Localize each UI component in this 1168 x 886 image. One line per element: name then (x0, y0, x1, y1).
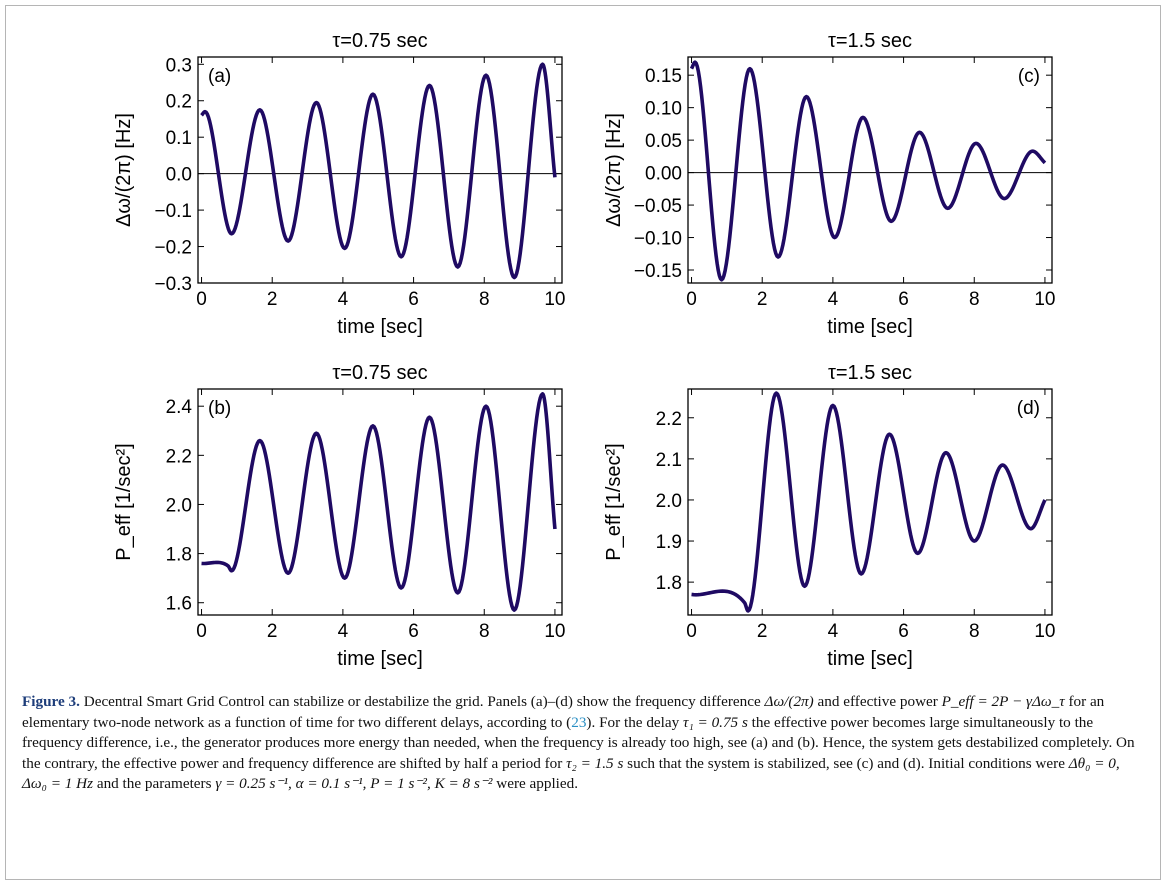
y-tick-label: −0.3 (154, 274, 192, 295)
x-tick-label: 8 (969, 289, 980, 310)
caption-math-6: γ = 0.25 s⁻¹, α = 0.1 s⁻¹, P = 1 s⁻², K … (215, 775, 493, 792)
caption-math-2: P_eff = 2P − γΔω_τ (941, 693, 1065, 710)
y-tick-label: 2.0 (656, 491, 682, 512)
x-tick-label: 4 (338, 289, 349, 310)
caption-text-8: were applied. (492, 775, 579, 792)
y-tick-label: 0.15 (645, 66, 682, 87)
y-axis-label-a: Δω/(2π) [Hz] (113, 113, 135, 227)
caption-text-4: ). For the delay (586, 713, 684, 731)
series-line-a (199, 62, 557, 280)
plot-frame-a (197, 56, 563, 284)
x-tick-label: 8 (969, 621, 980, 642)
y-tick-label: 1.6 (166, 594, 192, 615)
panel-label-a: (a) (208, 66, 231, 87)
equation-reference-link[interactable]: 23 (571, 713, 587, 731)
caption-text-2: and effective power (813, 693, 942, 710)
y-tick-label: 0.1 (166, 128, 192, 149)
y-axis-label-d: P_eff [1/sec²] (603, 443, 625, 560)
y-tick-label: 2.2 (656, 409, 682, 430)
x-tick-label: 6 (408, 621, 419, 642)
y-tick-label: 2.2 (166, 446, 192, 467)
figure-charts: 0 2 4 6 8 10 −0.3 −0.2 −0.1 0.0 0.1 0.2 0.3 τ=0.75 se… (113, 30, 1056, 670)
x-tick-label: 6 (898, 621, 909, 642)
y-axis-label-c: Δω/(2π) [Hz] (603, 113, 625, 227)
caption-text-6: such that the system is stabilized, see … (623, 754, 1069, 772)
y-tick-label: −0.2 (154, 238, 192, 259)
x-tick-label: 0 (196, 289, 207, 310)
x-axis-label-d: time [sec] (827, 648, 913, 670)
figure-frame (5, 5, 1161, 880)
caption-label: Figure 3. (22, 693, 80, 710)
x-axis-label-b: time [sec] (337, 648, 423, 670)
y-tick-label: 2.4 (166, 397, 193, 418)
x-tick-label: 6 (898, 289, 909, 310)
caption-text-5: the effective power becomes large simult… (22, 713, 1135, 772)
y-tick-label: 0.00 (645, 164, 682, 185)
caption-math-3: τ₁ = 0.75 s (683, 713, 748, 731)
y-tick-label: 0.3 (166, 55, 192, 76)
x-tick-label: 4 (338, 621, 349, 642)
x-tick-label: 8 (479, 621, 490, 642)
x-axis-label-a: time [sec] (337, 316, 423, 338)
x-tick-label: 6 (408, 289, 419, 310)
series-line-b (200, 392, 557, 612)
caption-text-3: for an elementary two-node network as a … (22, 693, 1105, 731)
caption-math-1: Δω/(2π) (764, 693, 814, 710)
x-tick-label: 10 (544, 289, 565, 310)
plot-frame-b (197, 388, 563, 616)
x-tick-label: 10 (1034, 289, 1055, 310)
x-axis-label-c: time [sec] (827, 316, 913, 338)
series-line-d (691, 391, 1047, 613)
x-tick-label: 2 (757, 289, 768, 310)
x-tick-label: 2 (757, 621, 768, 642)
panel-label-c: (c) (1018, 66, 1040, 87)
panel-title-b: τ=0.75 sec (332, 362, 427, 384)
caption-text-7: and the parameters (93, 775, 216, 792)
y-tick-label: 2.0 (166, 495, 192, 516)
caption-text-1: Decentral Smart Grid Control can stabili… (79, 693, 765, 710)
panel-title-a: τ=0.75 sec (332, 30, 427, 52)
y-tick-label: 0.05 (645, 131, 682, 152)
x-tick-label: 10 (544, 621, 565, 642)
x-tick-label: 0 (196, 621, 207, 642)
y-tick-label: 0.0 (166, 165, 192, 186)
x-tick-label: 8 (479, 289, 490, 310)
panel-title-d: τ=1.5 sec (828, 362, 912, 384)
y-axis-label-b: P_eff [1/sec²] (113, 443, 135, 560)
y-tick-label: −0.10 (634, 229, 682, 250)
x-tick-label: 10 (1034, 621, 1055, 642)
y-tick-label: 1.8 (166, 545, 192, 566)
y-tick-label: −0.15 (634, 261, 682, 282)
y-tick-label: −0.05 (634, 196, 682, 217)
x-tick-label: 2 (267, 621, 278, 642)
y-tick-label: 0.2 (166, 92, 192, 113)
figure-caption: Figure 3. Decentral Smart Grid Control c… (22, 692, 1148, 795)
plot-frame-c (687, 56, 1053, 284)
x-tick-label: 2 (267, 289, 278, 310)
y-tick-label: 0.10 (645, 99, 682, 120)
x-tick-label: 4 (828, 621, 839, 642)
x-tick-label: 0 (686, 621, 697, 642)
plot-frame-d (687, 388, 1053, 616)
y-tick-label: 1.9 (656, 532, 682, 553)
y-tick-label: −0.1 (154, 201, 192, 222)
panel-label-d: (d) (1017, 398, 1040, 419)
caption-math-4: τ₂ = 1.5 s (566, 754, 624, 772)
x-tick-label: 4 (828, 289, 839, 310)
panel-label-b: (b) (208, 398, 231, 419)
series-line-c (689, 60, 1047, 282)
y-tick-label: 1.8 (656, 573, 682, 594)
caption-math-5: Δθ₀ = 0, Δω₀ = 1 Hz (22, 754, 1120, 793)
panel-title-c: τ=1.5 sec (828, 30, 912, 52)
y-tick-label: 2.1 (656, 450, 682, 471)
x-tick-label: 0 (686, 289, 697, 310)
